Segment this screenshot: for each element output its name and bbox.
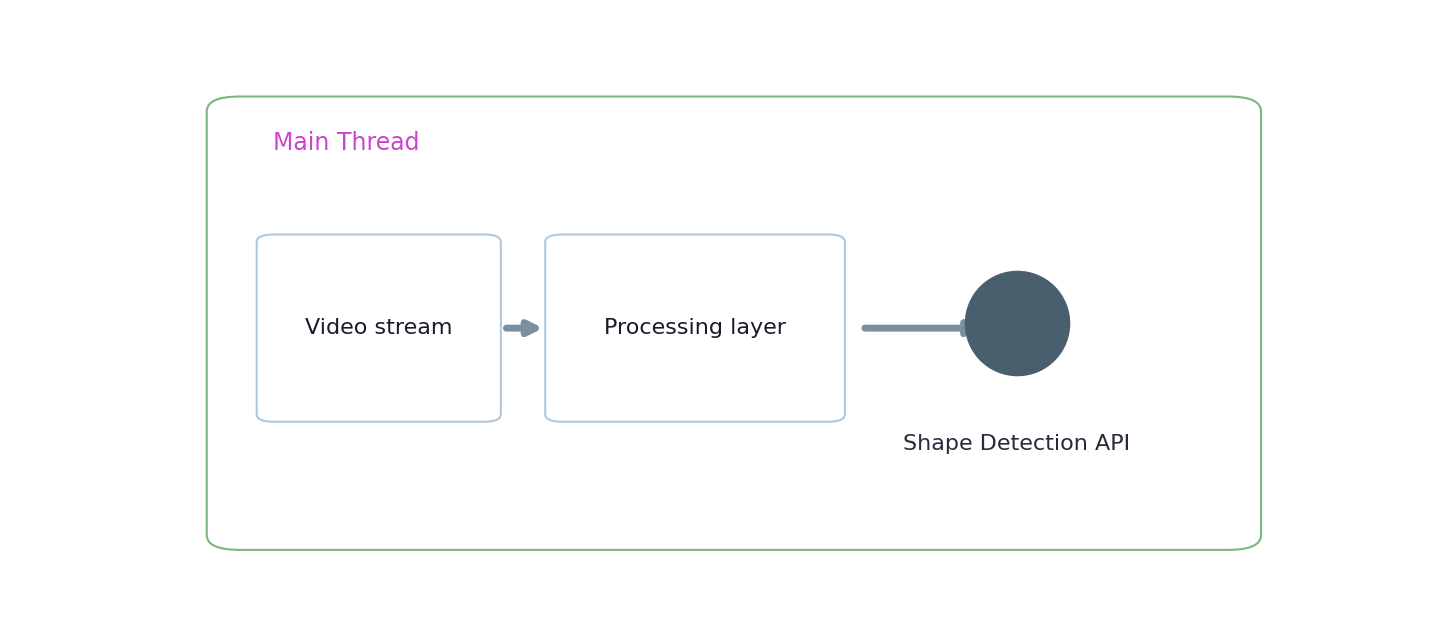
Text: Video stream: Video stream: [305, 318, 453, 338]
Text: Shape Detection API: Shape Detection API: [904, 434, 1130, 454]
FancyBboxPatch shape: [256, 234, 501, 422]
Text: Main Thread: Main Thread: [274, 131, 420, 156]
FancyBboxPatch shape: [546, 234, 845, 422]
FancyBboxPatch shape: [206, 97, 1262, 550]
Text: Processing layer: Processing layer: [604, 318, 786, 338]
